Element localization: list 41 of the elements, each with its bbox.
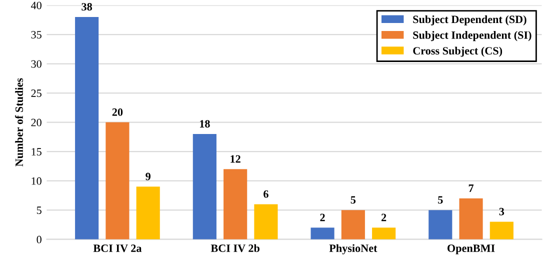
legend-label: Subject Independent (SI): [413, 31, 532, 42]
bar: [106, 122, 130, 240]
bar: [224, 169, 248, 240]
bar: [136, 186, 160, 240]
y-tick-label: 40: [30, 2, 42, 10]
y-tick-label: 0: [36, 236, 42, 244]
data-label: 12: [230, 155, 240, 163]
data-label: 18: [200, 120, 210, 128]
y-axis-title: Number of Studies: [15, 78, 23, 166]
x-tick-label: BCI IV 2a: [93, 244, 142, 252]
x-tick-label: PhysioNet: [329, 244, 378, 254]
bar: [341, 210, 365, 240]
data-label: 20: [112, 108, 123, 116]
bar: [75, 16, 99, 240]
y-tick-label: 25: [31, 90, 42, 97]
data-label: 2: [320, 214, 325, 222]
data-label: 2: [382, 214, 386, 222]
bar: [459, 198, 483, 240]
y-tick-label: 10: [32, 177, 42, 185]
bar: [372, 228, 396, 240]
y-tick-label: 30: [31, 60, 42, 68]
y-tick-label: 35: [31, 31, 42, 38]
data-label: 7: [468, 184, 474, 192]
x-tick-label: BCI IV 2b: [210, 244, 260, 252]
data-label: 6: [264, 190, 268, 198]
legend-label: Subject Dependent (SD): [413, 15, 526, 26]
y-tick-label: 15: [32, 148, 42, 156]
bar: [192, 134, 216, 240]
bar: [490, 222, 514, 240]
data-label: 3: [499, 208, 504, 216]
data-label: 5: [350, 196, 356, 204]
data-label: 5: [438, 196, 443, 204]
x-tick-label: OpenBMI: [448, 244, 495, 254]
y-tick-label: 20: [31, 118, 42, 126]
y-tick-label: 5: [36, 206, 42, 214]
data-label: 9: [146, 172, 150, 180]
bar: [254, 204, 278, 240]
bar: [428, 210, 452, 240]
legend-label: Cross Subject (CS): [413, 46, 502, 57]
data-label: 38: [82, 3, 92, 11]
bar: [310, 228, 334, 240]
